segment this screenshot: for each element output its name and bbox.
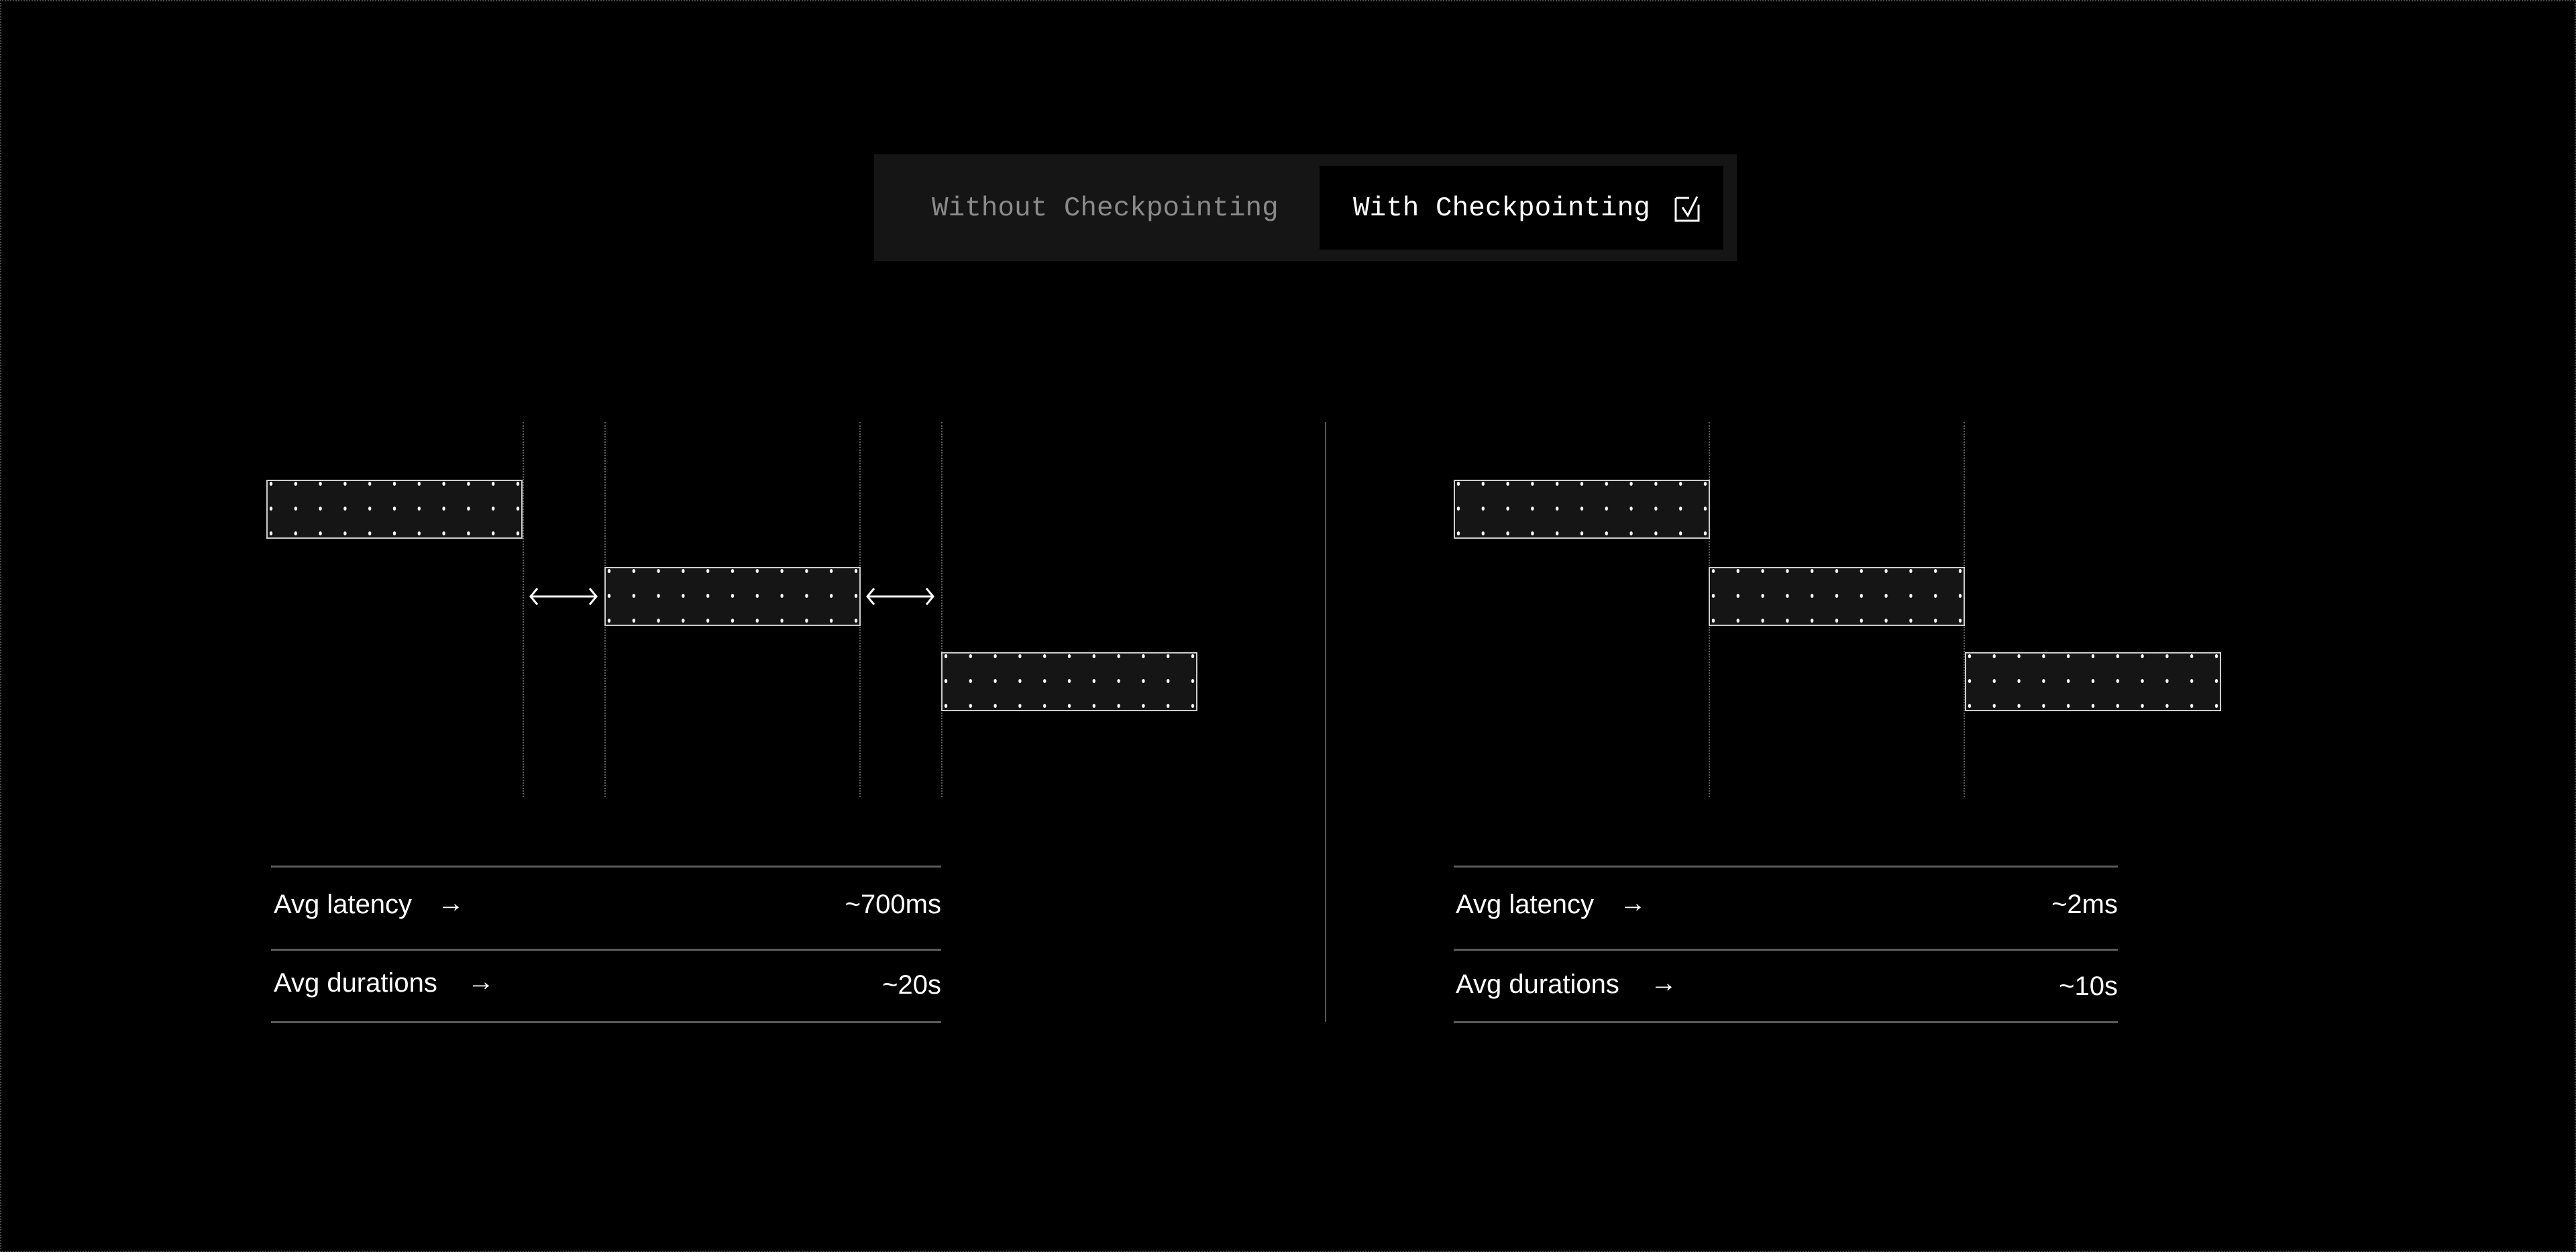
stat-label: Avg latency	[274, 890, 413, 919]
gap-double-arrow-icon	[866, 588, 934, 605]
with-checkpointing-label: With Checkpointing	[1353, 193, 1650, 224]
stats-divider	[271, 866, 941, 868]
stat-value: ~10s	[2059, 972, 2118, 1001]
timeline-marker	[523, 422, 524, 797]
stats-divider	[1454, 949, 2118, 951]
task-bar	[941, 652, 1197, 711]
arrow-right-icon: →	[1619, 888, 1646, 918]
arrow-right-icon: →	[437, 888, 464, 918]
gap-double-arrow-icon	[529, 588, 598, 605]
stats-divider	[1454, 866, 2118, 868]
checkbox-checked-icon	[1674, 196, 1700, 222]
without-checkpointing-option[interactable]: Without Checkpointing	[932, 193, 1279, 224]
stat-value: ~700ms	[845, 890, 941, 919]
stats-divider	[271, 1021, 941, 1023]
stat-label: Avg durations	[1456, 970, 1619, 999]
checkpointing-toggle: Without Checkpointing With Checkpointing	[874, 154, 1737, 261]
panel-divider	[1325, 422, 1326, 1022]
timeline-marker	[941, 422, 943, 797]
stat-value: ~20s	[882, 970, 941, 1000]
stats-divider	[271, 949, 941, 951]
task-bar	[1454, 480, 1710, 539]
task-bar	[266, 480, 523, 539]
arrow-right-icon: →	[1650, 968, 1677, 998]
stat-label: Avg durations	[274, 968, 437, 998]
arrow-right-icon: →	[468, 967, 494, 996]
stats-divider	[1454, 1021, 2118, 1023]
task-bar	[1709, 567, 1965, 626]
stat-label: Avg latency	[1456, 890, 1595, 919]
task-bar	[604, 567, 861, 626]
task-bar	[1965, 652, 2221, 711]
stat-value: ~2ms	[2051, 890, 2118, 919]
with-checkpointing-option[interactable]: With Checkpointing	[1320, 166, 1723, 250]
